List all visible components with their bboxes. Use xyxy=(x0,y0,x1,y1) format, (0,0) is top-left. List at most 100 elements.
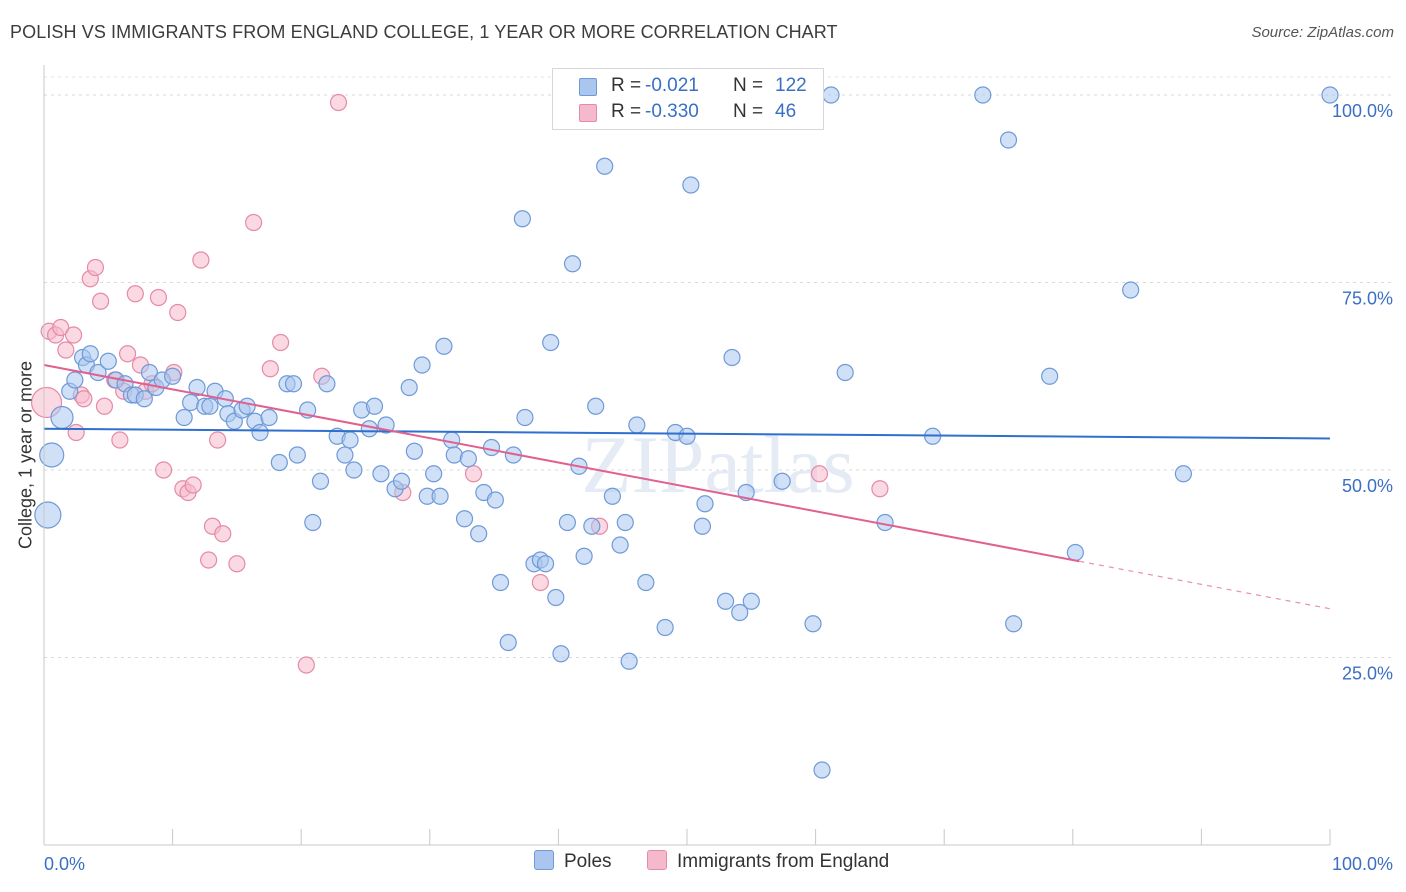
poles-point xyxy=(311,472,330,490)
england-legend-label: Immigrants from England xyxy=(677,851,890,872)
england-point xyxy=(245,213,263,232)
y-tick-label: 25.0% xyxy=(1342,664,1393,684)
england-swatch xyxy=(579,104,597,122)
poles-point xyxy=(405,442,423,460)
poles-point xyxy=(628,416,646,434)
poles-point xyxy=(603,487,622,505)
england-point xyxy=(111,431,129,449)
poles-point xyxy=(836,363,854,382)
r-label: R = xyxy=(611,101,642,122)
poles-point xyxy=(81,345,99,363)
poles-point xyxy=(804,615,822,633)
england-point xyxy=(67,423,85,442)
poles-swatch xyxy=(579,78,597,96)
poles-point xyxy=(50,405,74,430)
grid xyxy=(44,76,1392,658)
poles-point xyxy=(39,442,65,468)
england-point xyxy=(228,555,246,573)
poles-point xyxy=(34,501,62,529)
poles-r-value: -0.021 xyxy=(645,75,699,96)
poles-point xyxy=(400,378,418,397)
poles-point xyxy=(1122,281,1140,299)
poles-point xyxy=(445,446,463,464)
poles-legend-label: Poles xyxy=(564,851,612,872)
poles-point xyxy=(1321,86,1339,104)
poles-point xyxy=(135,390,153,408)
poles-point xyxy=(693,517,712,535)
england-point xyxy=(192,251,210,269)
england-trend-line-extension xyxy=(1079,560,1331,610)
poles-point xyxy=(482,438,501,457)
x-tick-label-min: 0.0% xyxy=(44,854,85,874)
england-point xyxy=(126,285,144,303)
poles-point xyxy=(742,592,760,610)
poles-point xyxy=(678,427,696,445)
england-point xyxy=(200,551,218,569)
chart-title: POLISH VS IMMIGRANTS FROM ENGLAND COLLEG… xyxy=(10,22,838,42)
poles-point xyxy=(188,378,206,397)
poles-point xyxy=(611,536,629,554)
poles-point xyxy=(341,431,359,449)
poles-point xyxy=(443,431,461,449)
legend-item-england[interactable]: Immigrants from England xyxy=(647,850,889,873)
poles-point xyxy=(435,337,453,355)
poles-point xyxy=(513,210,531,228)
poles-point xyxy=(637,573,655,592)
poles-n-value: 122 xyxy=(775,75,807,96)
poles-point xyxy=(260,408,278,427)
poles-point xyxy=(587,397,605,415)
poles-point xyxy=(716,592,735,610)
poles-point xyxy=(731,603,749,622)
england-r-value: -0.330 xyxy=(645,101,699,122)
poles-point xyxy=(470,525,488,543)
poles-point xyxy=(813,761,831,779)
england-point xyxy=(810,465,829,483)
poles-point xyxy=(656,618,674,637)
poles-point xyxy=(140,363,159,382)
legend-item-poles[interactable]: Poles xyxy=(534,850,612,873)
n-label: N = xyxy=(733,75,764,96)
r-label: R = xyxy=(611,75,642,96)
england-point xyxy=(209,431,227,449)
poles-point xyxy=(516,408,534,427)
england-point xyxy=(531,573,549,592)
poles-point xyxy=(723,348,741,367)
poles-point xyxy=(164,367,182,385)
poles-point xyxy=(372,465,390,483)
poles-point xyxy=(304,513,322,532)
england-point xyxy=(464,465,483,483)
england-point xyxy=(149,288,168,307)
england-point xyxy=(75,390,93,408)
correlation-legend: R = -0.021 N = 122 R = -0.330 N = 46 xyxy=(552,68,824,130)
poles-point xyxy=(238,397,256,415)
poles-point xyxy=(270,453,288,472)
legend-row-england: R = -0.330 N = 46 xyxy=(553,100,823,126)
points xyxy=(30,86,1339,779)
poles-point xyxy=(499,633,517,652)
poles-point xyxy=(616,513,634,532)
poles-point xyxy=(1041,367,1059,385)
poles-point xyxy=(1174,465,1192,483)
poles-point xyxy=(558,513,577,532)
poles-point xyxy=(459,450,477,468)
poles-point xyxy=(182,393,200,412)
poles-point xyxy=(696,495,714,513)
poles-point xyxy=(431,487,449,505)
poles-point xyxy=(392,472,411,490)
poles-point xyxy=(201,397,219,415)
poles-point xyxy=(1066,543,1084,562)
poles-point xyxy=(682,176,700,194)
poles-point xyxy=(99,352,117,370)
england-point xyxy=(184,476,202,494)
y-tick-label: 75.0% xyxy=(1342,289,1393,309)
axes: 25.0% 50.0% 75.0% 100.0% 0.0% 100.0% xyxy=(43,65,1393,874)
england-point xyxy=(91,292,110,310)
poles-point xyxy=(66,371,84,389)
poles-point xyxy=(552,645,570,663)
x-tick-label-max: 100.0% xyxy=(1332,854,1393,874)
poles-point xyxy=(175,408,193,427)
england-point xyxy=(261,360,279,378)
england-point xyxy=(272,333,290,352)
england-point xyxy=(64,326,83,344)
